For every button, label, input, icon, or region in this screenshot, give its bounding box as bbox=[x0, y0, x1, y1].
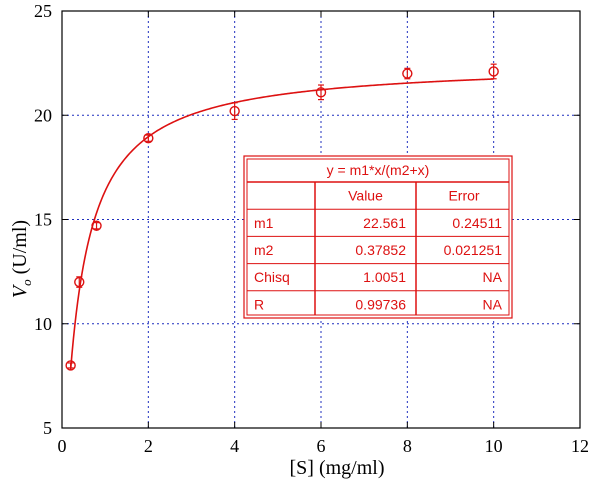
table-cell: 1.0051 bbox=[363, 269, 406, 285]
x-tick-label: 10 bbox=[485, 436, 503, 456]
table-frame-inner bbox=[246, 158, 510, 316]
data-point bbox=[402, 67, 413, 80]
data-marker bbox=[143, 132, 154, 144]
tick-labels: 0 2 4 6 8 10 12 5 10 15 20 25 bbox=[34, 1, 589, 456]
axes bbox=[61, 10, 581, 429]
y-axis-label: Vo (U/ml) bbox=[9, 220, 34, 298]
table-cell: 0.99736 bbox=[355, 296, 406, 312]
y-tick-label: 10 bbox=[34, 314, 52, 334]
table-header-cell: Error bbox=[448, 188, 479, 204]
y-tick-label: 20 bbox=[34, 105, 52, 125]
table-cell: NA bbox=[483, 296, 503, 312]
table-cell: 22.561 bbox=[363, 215, 406, 231]
table-cell: R bbox=[254, 296, 264, 312]
table-cell: m1 bbox=[254, 215, 274, 231]
data-marker bbox=[488, 66, 499, 77]
y-axis-label-symbol: V bbox=[9, 283, 31, 298]
data-marker bbox=[402, 68, 413, 79]
fit-curve-group bbox=[69, 78, 494, 370]
table-cell: m2 bbox=[254, 242, 274, 258]
data-point bbox=[65, 360, 76, 371]
y-tick-label: 5 bbox=[43, 418, 52, 438]
table-frame bbox=[243, 155, 513, 319]
table-cell: 0.021251 bbox=[444, 242, 503, 258]
data-marker bbox=[229, 105, 240, 117]
y-tick-label: 15 bbox=[34, 210, 52, 230]
y-axis-label-unit: (U/ml) bbox=[9, 220, 31, 279]
data-marker bbox=[315, 87, 327, 98]
data-marker bbox=[74, 276, 85, 288]
data-point bbox=[229, 102, 240, 121]
fit-results-table: y = m1*x/(m2+x) Value Error m1 22.561 0.24511… bbox=[243, 155, 513, 319]
table-cell: 0.24511 bbox=[452, 215, 502, 231]
data-point bbox=[488, 63, 499, 80]
x-axis-label: [S] (mg/ml) bbox=[290, 457, 385, 479]
y-axis-label-subscript: o bbox=[19, 279, 34, 286]
data-point bbox=[143, 132, 154, 144]
table-header-cell: Value bbox=[348, 188, 383, 204]
data-point bbox=[91, 220, 102, 231]
table-cell: Chisq bbox=[254, 269, 290, 285]
x-tick-label: 8 bbox=[403, 436, 412, 456]
x-tick-label: 12 bbox=[571, 436, 589, 456]
table-cell: 0.37852 bbox=[355, 242, 406, 258]
fit-equation: y = m1*x/(m2+x) bbox=[327, 162, 430, 178]
data-point bbox=[315, 84, 327, 101]
data-marker bbox=[91, 220, 102, 231]
table-cell: NA bbox=[483, 269, 503, 285]
y-tick-label: 25 bbox=[34, 1, 52, 21]
x-tick-label: 4 bbox=[230, 436, 239, 456]
fit-curve bbox=[69, 78, 494, 370]
x-tick-label: 6 bbox=[317, 436, 326, 456]
x-tick-label: 0 bbox=[58, 436, 67, 456]
x-tick-label: 2 bbox=[144, 436, 153, 456]
data-point bbox=[74, 276, 85, 288]
data-points bbox=[65, 63, 499, 371]
data-marker bbox=[65, 360, 76, 371]
